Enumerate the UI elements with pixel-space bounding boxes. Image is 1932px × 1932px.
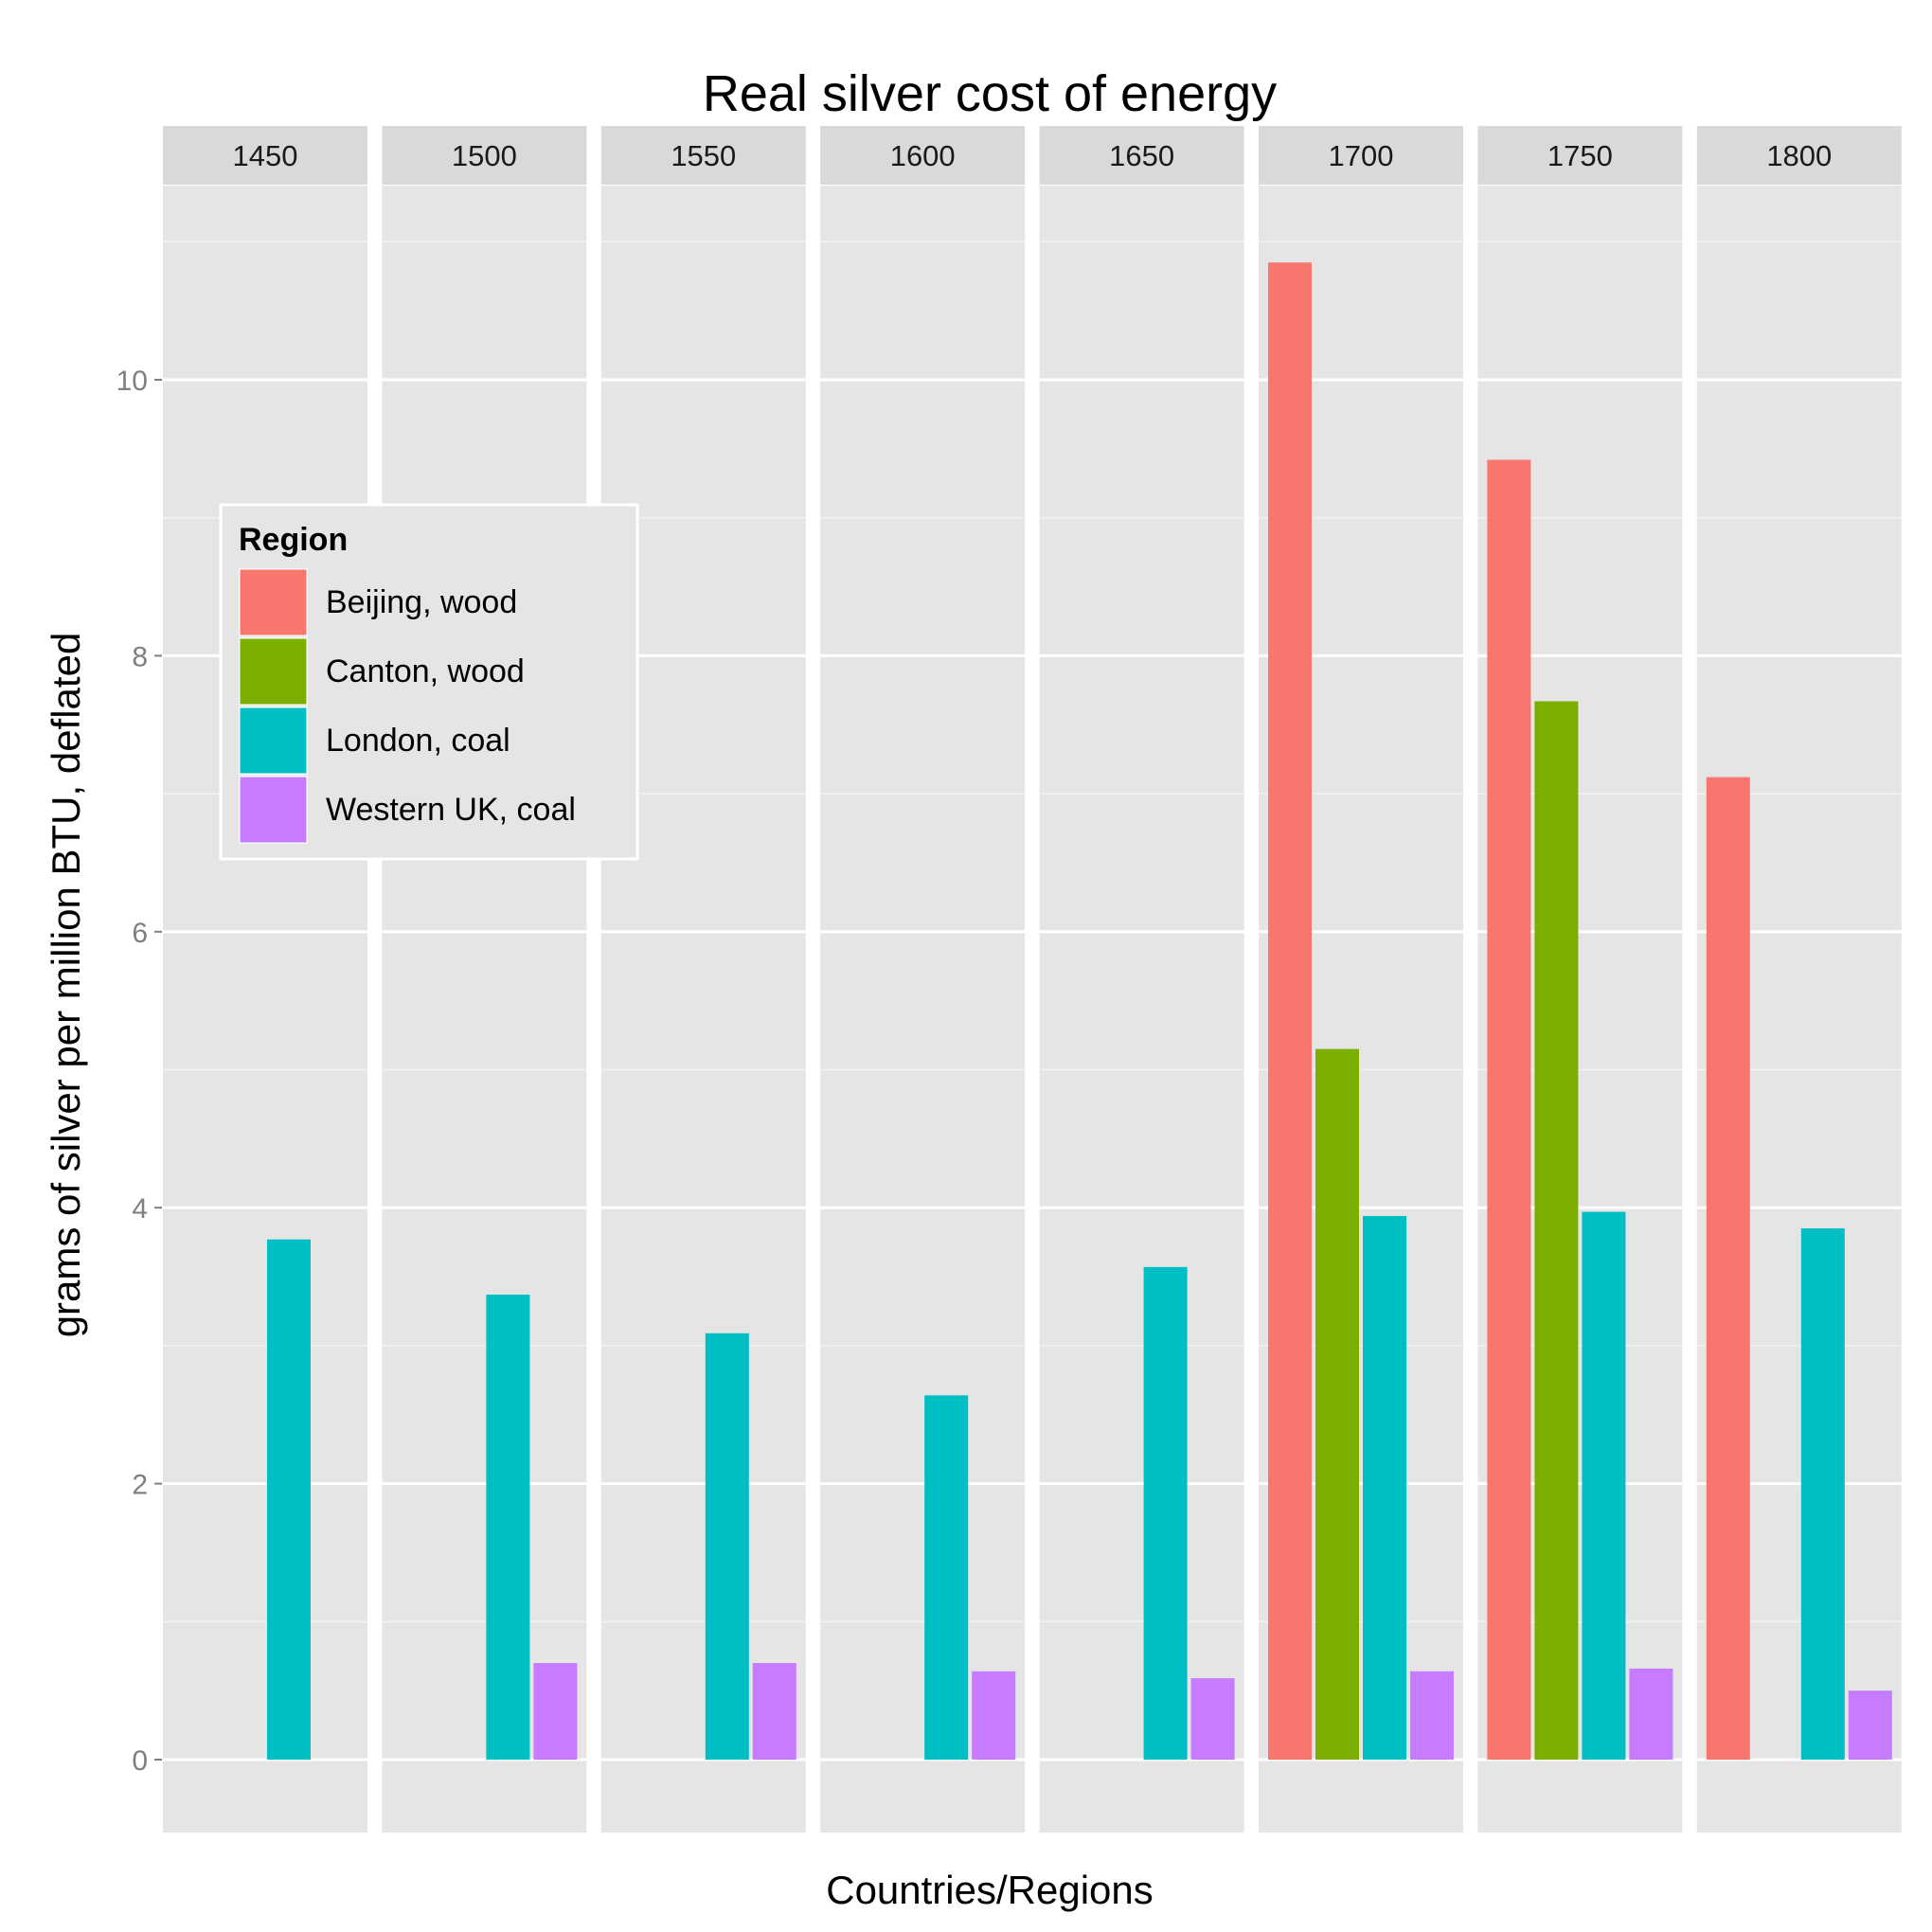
panel-background [382,186,587,1833]
bar [1268,262,1312,1760]
facet-strip-label: 1700 [1329,139,1394,172]
facet-panel: 1450 [163,126,367,1833]
facet-panel: 1600 [820,126,1026,1833]
facet-panel: 1750 [1477,126,1683,1833]
facet-panel: 1500 [382,126,587,1833]
facet-strip-label: 1500 [452,139,517,172]
facet-panel: 1550 [600,126,806,1833]
facet-strip-label: 1650 [1109,139,1174,172]
bar [1706,777,1750,1761]
y-tick-label: 0 [132,1745,148,1777]
facet-panel: 1650 [1039,126,1244,1833]
y-tick-label: 4 [132,1193,148,1225]
legend-item: Beijing, wood [239,568,517,636]
y-tick-label: 6 [132,918,148,949]
legend-item: Canton, wood [239,637,525,706]
legend-label: Western UK, coal [326,792,576,828]
facet-strip-label: 1600 [890,139,956,172]
facet-strip [1477,126,1683,185]
bar [1582,1211,1626,1760]
facet-strip-label: 1750 [1547,139,1613,172]
bar [1315,1048,1359,1760]
bar [1800,1228,1845,1760]
panel-background [1039,186,1244,1833]
x-axis-title: Countries/Regions [826,1868,1154,1912]
y-tick-label: 10 [116,366,148,397]
y-tick-label: 8 [132,641,148,672]
bar [752,1663,796,1760]
panel-background [163,186,367,1833]
panel-background [600,186,806,1833]
bar [1143,1266,1188,1760]
bar [1534,701,1579,1761]
bar [1848,1690,1892,1760]
facet-panel: 1800 [1696,126,1902,1833]
facet-strip [163,126,367,185]
legend: Region Beijing, wood Canton, wood London, … [219,503,639,861]
legend-swatch [239,707,308,775]
legend-label: Beijing, wood [326,584,517,620]
bar [972,1671,1016,1760]
legend-title: Region [239,522,348,558]
facet-panels: 1450 1500 1550 1600 1650 1700 1750 1800 [163,126,1902,1833]
chart-title: Real silver cost of energy [703,65,1277,122]
facet-strip-label: 1550 [671,139,736,172]
bar [1410,1671,1454,1760]
bar [1363,1215,1406,1760]
legend-item: Western UK, coal [239,776,576,844]
legend-label: London, coal [326,723,510,759]
bar [533,1663,578,1760]
panel-background [820,186,1026,1833]
bar [486,1294,530,1760]
facet-strip [1696,126,1902,185]
facet-strip [382,126,587,185]
facet-strip [600,126,806,185]
y-axis-title: grams of silver per million BTU, deflate… [44,633,88,1338]
legend-swatch [239,568,308,636]
facet-panel: 1700 [1259,126,1463,1833]
bar [1629,1668,1673,1760]
y-axis: 0 2 4 6 8 10 [116,366,162,1777]
legend-item: London, coal [239,707,510,775]
bar [924,1395,969,1760]
bar [1487,459,1531,1761]
facet-strip [1259,126,1463,185]
bar [705,1333,749,1760]
facet-strip-label: 1450 [233,139,298,172]
y-tick-label: 2 [132,1470,148,1501]
legend-swatch [239,776,308,844]
facet-strip-label: 1800 [1766,139,1832,172]
bar [267,1239,311,1760]
legend-swatch [239,637,308,706]
bar [1190,1678,1235,1760]
facet-strip [820,126,1026,185]
facet-strip [1039,126,1244,185]
legend-label: Canton, wood [326,653,525,689]
